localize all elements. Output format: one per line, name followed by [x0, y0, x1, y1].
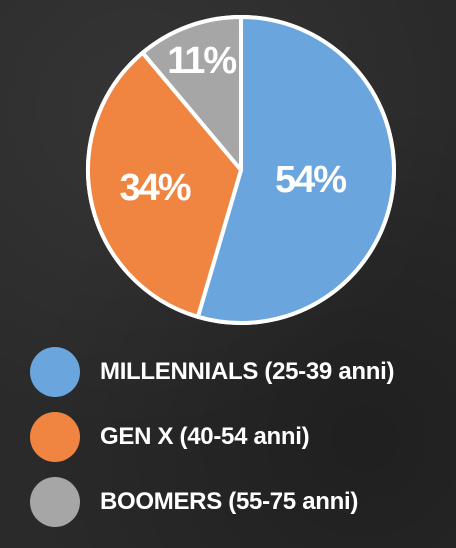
pie-label-gen-x: 34%	[119, 167, 190, 209]
legend: MILLENNIALS (25-39 anni) GEN X (40-54 an…	[30, 347, 394, 542]
legend-swatch-gen-x	[30, 412, 80, 462]
legend-item-boomers: BOOMERS (55-75 anni)	[30, 477, 394, 527]
pie-slice-gen-x	[86, 50, 243, 319]
legend-label-millennials: MILLENNIALS (25-39 anni)	[100, 358, 395, 385]
legend-swatch-boomers	[30, 477, 80, 527]
pie-chart: 54% 34% 11%	[86, 15, 396, 325]
legend-label-gen-x: GEN X (40-54 anni)	[100, 423, 310, 450]
pie-label-millennials: 54%	[275, 159, 346, 201]
pie-slice-boomers	[140, 15, 243, 172]
legend-item-gen-x: GEN X (40-54 anni)	[30, 412, 394, 462]
pie-label-boomers: 11%	[167, 40, 236, 82]
legend-item-millennials: MILLENNIALS (25-39 anni)	[30, 347, 394, 397]
legend-swatch-millennials	[30, 347, 80, 397]
pie-slice-millennials	[195, 15, 396, 325]
legend-label-boomers: BOOMERS (55-75 anni)	[100, 488, 359, 515]
